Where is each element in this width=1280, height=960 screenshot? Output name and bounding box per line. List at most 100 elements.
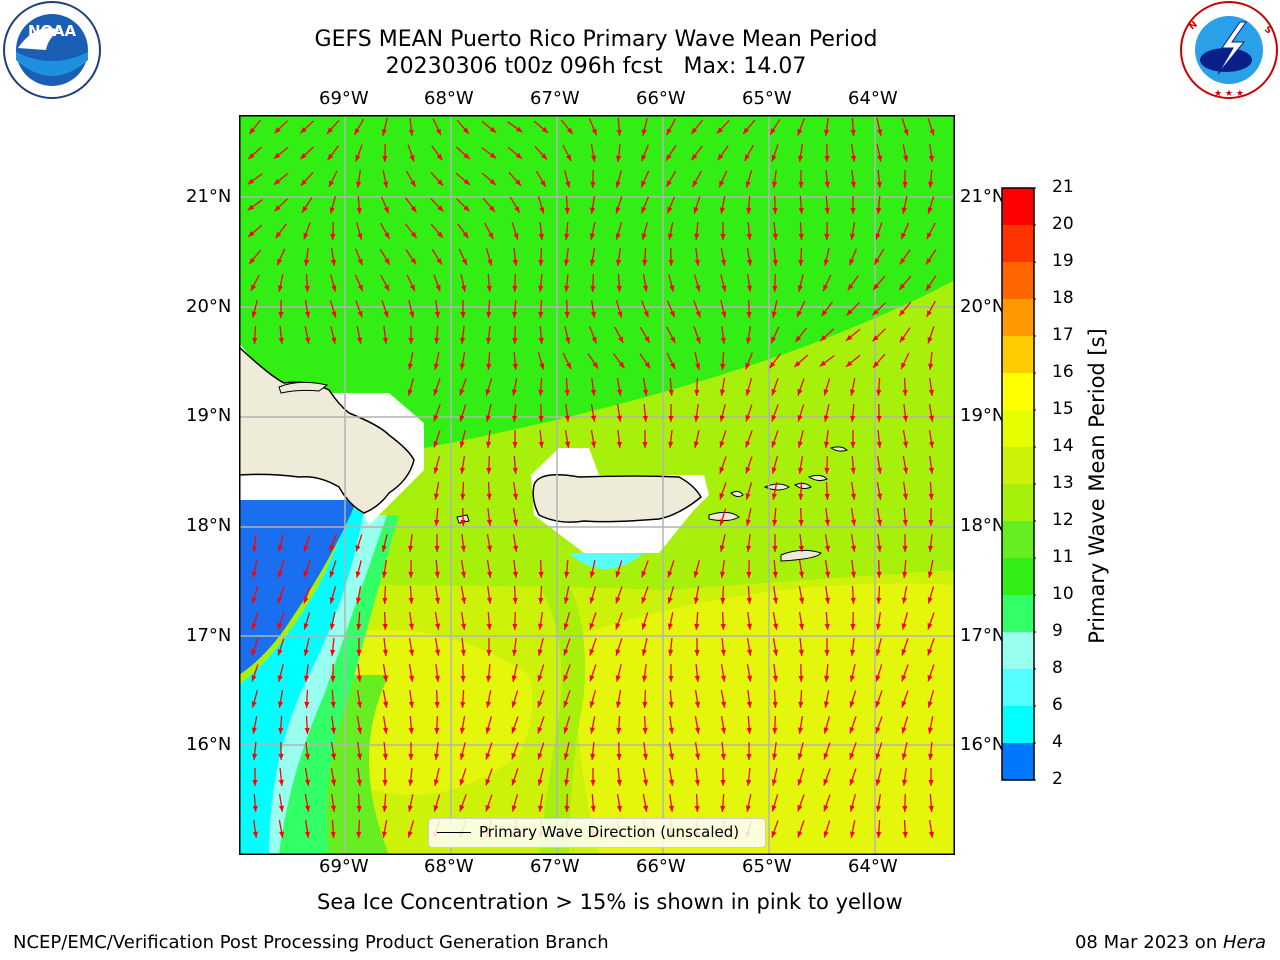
wave-arrow-head bbox=[435, 284, 441, 292]
wave-arrow-head bbox=[642, 675, 648, 682]
wave-arrow-head bbox=[250, 284, 256, 291]
wave-arrow-head bbox=[249, 127, 256, 135]
wave-arrow-head bbox=[538, 259, 544, 266]
wave-arrow-head bbox=[874, 258, 880, 265]
wave-arrow-head bbox=[876, 467, 882, 474]
wave-arrow-head bbox=[513, 519, 519, 526]
wave-arrow-head bbox=[797, 310, 802, 318]
wave-arrow-head bbox=[434, 337, 440, 344]
wave-arrow-head bbox=[797, 753, 803, 760]
wave-arrow-head bbox=[746, 571, 752, 578]
wave-arrow-head bbox=[330, 701, 336, 708]
wave-arrow-head bbox=[512, 442, 518, 448]
wave-arrow-head bbox=[798, 623, 804, 630]
wave-arrow-head bbox=[589, 597, 595, 604]
wave-arrow-head bbox=[719, 389, 726, 396]
wave-arrow-head bbox=[408, 649, 415, 656]
wave-arrow-head bbox=[850, 155, 856, 162]
wave-arrow-head bbox=[668, 701, 674, 708]
wave-arrow-head bbox=[694, 753, 700, 760]
wave-arrow-head bbox=[591, 155, 597, 162]
wave-arrow-head bbox=[459, 804, 465, 812]
wave-arrow-head bbox=[824, 650, 830, 656]
wave-arrow-head bbox=[512, 311, 518, 318]
wave-arrow-head bbox=[719, 545, 725, 552]
wave-arrow-head bbox=[434, 701, 440, 708]
wave-arrow-head bbox=[876, 597, 882, 604]
wave-arrow-head bbox=[461, 285, 467, 292]
wave-arrow-head bbox=[407, 831, 413, 838]
wave-arrow-head bbox=[408, 623, 414, 630]
wave-arrow-head bbox=[486, 337, 492, 344]
wave-arrow-head bbox=[798, 701, 804, 708]
wave-arrow-head bbox=[461, 597, 467, 604]
wave-arrow-head bbox=[745, 415, 751, 422]
wave-arrow-head bbox=[823, 753, 829, 760]
wave-arrow-head bbox=[797, 441, 803, 448]
wave-arrow-head bbox=[617, 311, 623, 318]
wave-arrow-head bbox=[330, 779, 337, 786]
wave-arrow-head bbox=[487, 259, 493, 266]
wave-arrow-head bbox=[899, 336, 906, 343]
wave-arrow-head bbox=[278, 312, 284, 318]
wave-arrow-head bbox=[615, 701, 622, 708]
wave-arrow-head bbox=[511, 779, 517, 786]
wave-arrow-head bbox=[489, 205, 495, 212]
lon-label-top-65w: 65°W bbox=[742, 88, 792, 109]
wave-arrow-head bbox=[459, 388, 465, 396]
wave-arrow-head bbox=[746, 754, 752, 760]
wave-arrow-head bbox=[408, 675, 415, 682]
wave-arrow-head bbox=[720, 780, 726, 786]
wave-arrow-head bbox=[641, 129, 647, 136]
wave-arrow-head bbox=[797, 727, 804, 734]
wave-arrow-head bbox=[251, 311, 257, 318]
wave-arrow-head bbox=[928, 545, 934, 552]
wave-arrow-head bbox=[382, 623, 388, 630]
colorbar-title: Primary Wave Mean Period [s] bbox=[1085, 328, 1109, 644]
wave-arrow-head bbox=[355, 154, 361, 162]
wave-arrow-head bbox=[383, 701, 389, 708]
wave-arrow-head bbox=[251, 727, 257, 734]
colorbar-tick-label: 20 bbox=[1052, 214, 1074, 234]
wave-arrow-head bbox=[616, 753, 622, 760]
wave-arrow-head bbox=[408, 545, 414, 552]
wave-arrow-head bbox=[356, 650, 362, 656]
wave-arrow-head bbox=[589, 675, 595, 682]
wave-arrow-head bbox=[849, 779, 855, 786]
wave-arrow-head bbox=[694, 233, 700, 240]
wave-arrow-head bbox=[668, 649, 674, 656]
wave-arrow-head bbox=[538, 337, 544, 344]
wave-arrow-head bbox=[511, 701, 517, 708]
wave-arrow-head bbox=[667, 206, 673, 214]
wave-arrow-head bbox=[330, 259, 336, 266]
wave-arrow-head bbox=[927, 701, 933, 708]
wave-arrow-head bbox=[901, 649, 907, 656]
wave-arrow-head bbox=[641, 233, 647, 240]
wave-arrow-head bbox=[514, 206, 520, 213]
wave-arrow-head bbox=[876, 415, 882, 422]
wave-arrow-head bbox=[746, 311, 752, 318]
lon-label-top-67w: 67°W bbox=[530, 88, 580, 109]
wave-arrow-head bbox=[463, 205, 470, 212]
wave-arrow-head bbox=[589, 623, 595, 630]
wave-arrow-head bbox=[926, 258, 932, 265]
wave-arrow-head bbox=[563, 727, 569, 734]
wave-arrow-head bbox=[436, 258, 442, 265]
wave-arrow-head bbox=[875, 753, 881, 760]
wave-arrow-head bbox=[435, 623, 441, 630]
wave-arrow-head bbox=[459, 441, 465, 448]
wave-arrow-head bbox=[304, 675, 310, 682]
wave-arrow-head bbox=[928, 389, 934, 396]
wave-arrow-head bbox=[434, 311, 440, 318]
lon-label-top-69w: 69°W bbox=[319, 88, 369, 109]
wave-arrow-head bbox=[382, 753, 388, 760]
wave-arrow-head bbox=[928, 493, 934, 500]
lat-label-left-16n: 16°N bbox=[186, 734, 232, 755]
wave-arrow-head bbox=[541, 153, 547, 160]
wave-arrow-head bbox=[434, 546, 440, 552]
wave-arrow-head bbox=[381, 545, 387, 552]
wave-arrow-head bbox=[330, 649, 336, 656]
wave-arrow-head bbox=[460, 467, 466, 474]
wave-arrow-head bbox=[300, 127, 307, 134]
wave-arrow-head bbox=[488, 232, 494, 239]
